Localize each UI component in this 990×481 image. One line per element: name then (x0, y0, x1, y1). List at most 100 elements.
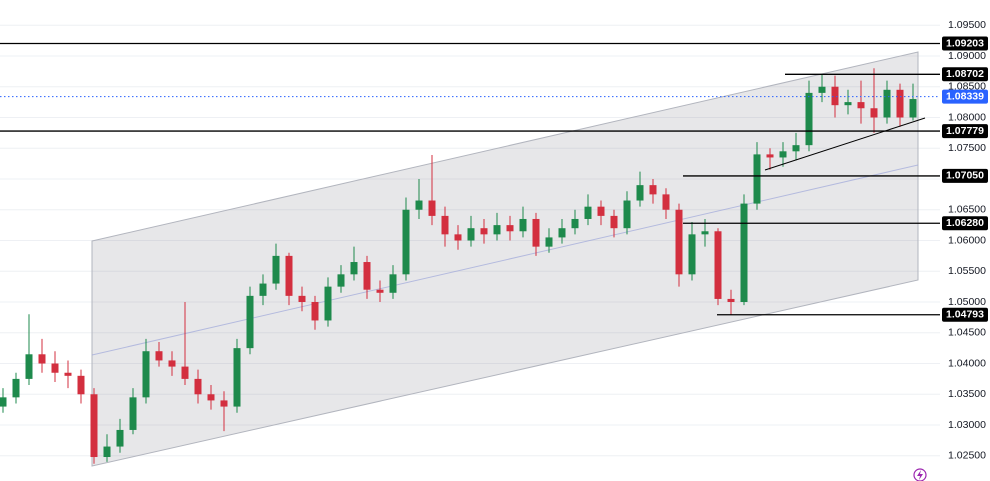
candle-body (272, 255, 280, 284)
candle-body (415, 200, 423, 210)
candle-body (155, 351, 163, 361)
y-tick-label: 1.05000 (948, 296, 986, 308)
y-tick-label: 1.04500 (948, 327, 986, 339)
level-label-box (942, 216, 988, 231)
candle-body (792, 145, 800, 152)
candle-body (571, 218, 579, 229)
lightning-icon[interactable] (913, 468, 927, 481)
candle-body (259, 283, 267, 296)
candle-body (558, 228, 566, 238)
level-label: 1.06280 (946, 217, 984, 229)
level-label: 1.07050 (946, 170, 984, 182)
level-label-box (942, 124, 988, 139)
candle-body (103, 446, 111, 458)
candle-body (363, 262, 371, 290)
candle-body (441, 215, 449, 235)
candle-body (636, 185, 644, 201)
current-price-label: 1.08339 (946, 90, 984, 102)
candle-body (519, 218, 527, 232)
candle-body (350, 262, 358, 275)
candle-body (38, 354, 46, 364)
candle-body (623, 200, 631, 229)
candle-body (389, 274, 397, 293)
candle-body (844, 102, 852, 106)
candle-body (207, 394, 215, 401)
level-label: 1.08702 (946, 68, 984, 80)
candle-body (194, 378, 202, 395)
candle-body (480, 228, 488, 235)
candle-body (25, 354, 33, 379)
level-label: 1.09203 (946, 37, 984, 49)
candle-body (714, 231, 722, 299)
y-tick-label: 1.08500 (948, 81, 986, 93)
y-tick-label: 1.06500 (948, 204, 986, 216)
candle-body (818, 86, 826, 93)
candle-body (116, 429, 124, 447)
candle-body (298, 295, 306, 303)
candle-body (649, 185, 657, 195)
candle-body (532, 218, 540, 247)
y-tick-label: 1.03000 (948, 419, 986, 431)
candle-body (90, 394, 98, 458)
candle-body (12, 378, 20, 398)
candle-body (896, 89, 904, 118)
level-label-box (942, 67, 988, 82)
trend-line (764, 117, 926, 171)
candle-body (233, 348, 241, 407)
candle-body (493, 225, 501, 235)
candle-body (376, 289, 384, 293)
candle-body (0, 397, 7, 407)
candle-body (181, 366, 189, 379)
y-tick-label: 1.09000 (948, 50, 986, 62)
candle-body (220, 400, 228, 407)
candle-body (506, 225, 514, 232)
candle-body (688, 234, 696, 275)
candle-body (168, 360, 176, 367)
candle-body (857, 102, 865, 109)
grid (0, 24, 940, 457)
candle-body (311, 302, 319, 321)
candle-body (51, 363, 59, 373)
candle-body (610, 215, 618, 229)
candle-body (285, 255, 293, 296)
y-tick-label: 1.05500 (948, 265, 986, 277)
candle-body (324, 286, 332, 321)
level-label: 1.04793 (946, 309, 984, 321)
y-tick-label: 1.04000 (948, 357, 986, 369)
candle-body (129, 397, 137, 430)
level-label-box (942, 168, 988, 183)
y-tick-label: 1.09500 (948, 19, 986, 31)
y-tick-label: 1.02500 (948, 450, 986, 462)
candle-body (64, 372, 72, 376)
y-tick-label: 1.06000 (948, 234, 986, 246)
levels (0, 42, 940, 316)
candle-body (701, 231, 709, 235)
candle-body (909, 99, 917, 118)
candle-body (662, 194, 670, 210)
current-price-box (942, 89, 988, 104)
candle-body (740, 203, 748, 303)
candle-body (402, 209, 410, 275)
candle-body (766, 154, 774, 158)
candle-body (467, 228, 475, 241)
regression-channel (91, 51, 919, 467)
candle-body (779, 151, 787, 158)
level-label-box (942, 307, 988, 322)
candle-body (545, 237, 553, 247)
candle-body (831, 86, 839, 106)
candle-body (246, 295, 254, 349)
candle-body (597, 206, 605, 216)
candle-body (584, 206, 592, 219)
level-label: 1.07779 (946, 125, 984, 137)
axis-labels: 1.02500 1.03000 1.03500 1.04000 1.04500 1.050… (942, 19, 988, 462)
y-tick-label: 1.03500 (948, 388, 986, 400)
candle-body (883, 89, 891, 118)
channel-midline (91, 164, 919, 356)
candle-body (142, 351, 150, 398)
candles (0, 68, 917, 464)
candle-body (805, 92, 813, 146)
y-tick-label: 1.08000 (948, 111, 986, 123)
candle-body (428, 200, 436, 216)
candle-body (337, 274, 345, 287)
